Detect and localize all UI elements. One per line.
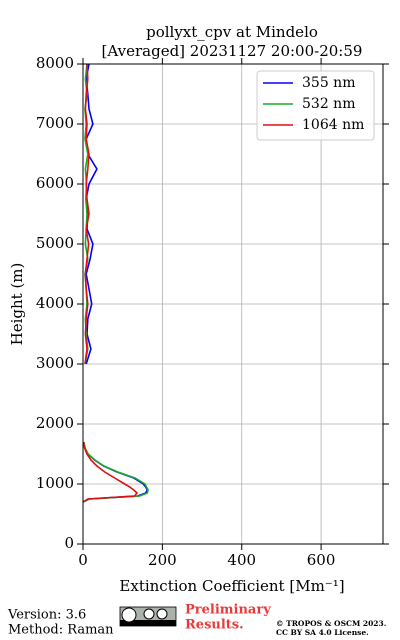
copyright: CC BY SA 4.0 License.: [276, 628, 369, 637]
profile-line: [82, 63, 149, 503]
profile-line: [82, 63, 149, 503]
preliminary: Preliminary: [185, 603, 271, 618]
x-tick-label: 600: [307, 551, 336, 569]
chart-subtitle: [Averaged] 20231127 20:00-20:59: [102, 42, 363, 60]
method: Method: Raman: [8, 623, 114, 638]
y-tick-label: 6000: [36, 174, 74, 192]
y-tick-label: 4000: [36, 294, 74, 312]
legend-box: [256, 70, 375, 141]
y-axis-label: Height (m): [8, 263, 26, 346]
y-tick-label: 7000: [36, 114, 74, 132]
legend-label: 355 nm: [302, 75, 355, 91]
preliminary: Results.: [185, 618, 244, 633]
cc-logo: [119, 606, 177, 627]
legend: 355 nm 532 nm 1064 nm: [256, 70, 375, 141]
x-axis-label: Extinction Coefficient [Mm⁻¹]: [119, 577, 344, 595]
y-tick-label: 1000: [36, 474, 74, 492]
x-tick-label: 400: [227, 551, 256, 569]
y-tick-label: 8000: [36, 54, 74, 72]
profile-line: [82, 63, 139, 503]
y-tick-label: 5000: [36, 234, 74, 252]
x-tick-label: 200: [148, 551, 177, 569]
version: Version: 3.6: [7, 608, 86, 623]
y-tick-label: 2000: [36, 414, 74, 432]
y-tick-label: 3000: [36, 354, 74, 372]
chart-title: pollyxt_cpv at Mindelo: [146, 23, 318, 41]
copyright: © TROPOS & OSCM 2023.: [276, 619, 386, 628]
legend-label: 1064 nm: [302, 117, 364, 133]
y-tick-label: 0: [64, 534, 74, 552]
legend-label: 532 nm: [302, 96, 355, 112]
plot-frame: [82, 63, 384, 545]
x-tick-label: 0: [78, 551, 88, 569]
